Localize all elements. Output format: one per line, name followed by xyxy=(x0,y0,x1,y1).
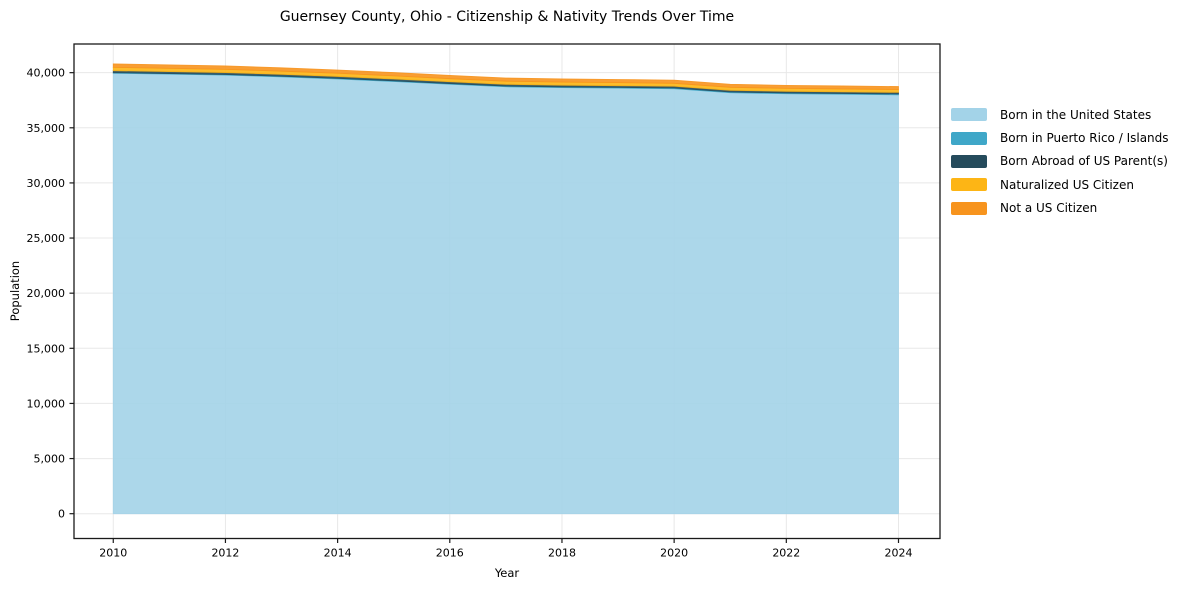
legend-swatch xyxy=(951,131,987,145)
legend-item: Not a US Citizen xyxy=(951,197,1169,220)
y-tick-label: 25,000 xyxy=(27,232,66,245)
x-tick-label: 2022 xyxy=(772,547,800,560)
x-tick-label: 2010 xyxy=(99,547,127,560)
legend-swatch xyxy=(951,154,987,168)
legend-label: Born in the United States xyxy=(1000,107,1152,122)
legend-label: Born in Puerto Rico / Islands xyxy=(1000,131,1169,146)
y-tick-label: 40,000 xyxy=(27,67,66,80)
chart-title: Guernsey County, Ohio - Citizenship & Na… xyxy=(279,9,735,25)
y-tick-label: 35,000 xyxy=(27,122,66,135)
x-tick-label: 2012 xyxy=(211,547,239,560)
y-axis-label-text: Population xyxy=(8,260,22,322)
x-tick-label: 2016 xyxy=(436,547,464,560)
x-tick-label: 2018 xyxy=(548,547,576,560)
legend-item: Born in Puerto Rico / Islands xyxy=(951,126,1169,149)
y-tick-label: 0 xyxy=(58,508,65,521)
legend-swatch xyxy=(951,201,987,215)
x-tick-label: 2020 xyxy=(660,547,688,560)
y-tick-label: 5,000 xyxy=(34,453,66,466)
legend-label: Born Abroad of US Parent(s) xyxy=(1000,154,1168,169)
x-tick-label: 2014 xyxy=(324,547,352,560)
y-tick-label: 10,000 xyxy=(27,397,66,410)
y-tick-label: 15,000 xyxy=(27,342,66,355)
y-tick-label: 20,000 xyxy=(27,287,66,300)
y-tick-label: 30,000 xyxy=(27,177,66,190)
x-axis-label: Year xyxy=(494,566,520,580)
legend-item: Born Abroad of US Parent(s) xyxy=(951,150,1169,173)
x-tick-label: 2024 xyxy=(884,547,912,560)
series-area xyxy=(112,63,899,90)
series-area xyxy=(112,72,899,515)
legend-swatch xyxy=(951,178,987,192)
legend-item: Born in the United States xyxy=(951,103,1169,126)
legend-label: Not a US Citizen xyxy=(1000,201,1098,216)
legend-item: Naturalized US Citizen xyxy=(951,173,1169,196)
plot-frame xyxy=(73,43,941,540)
legend-swatch xyxy=(951,108,987,122)
legend: Born in the United States Born in Puerto … xyxy=(951,103,1169,220)
legend-label: Naturalized US Citizen xyxy=(1000,177,1134,192)
